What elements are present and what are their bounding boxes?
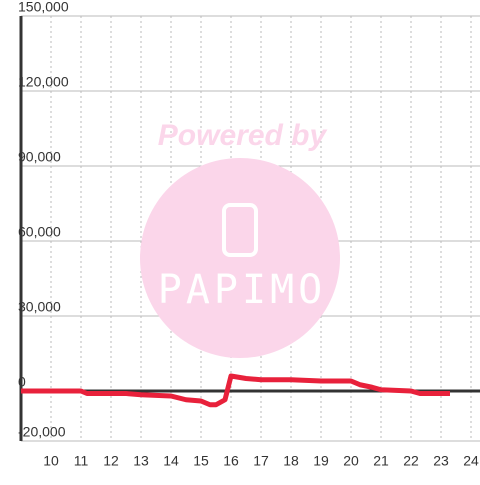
- x-tick-label: 12: [103, 453, 119, 469]
- x-tick-label: 18: [283, 453, 299, 469]
- x-tick-label: 13: [133, 453, 149, 469]
- x-tick-label: 19: [313, 453, 329, 469]
- data-line: [21, 373, 450, 408]
- grid: [21, 15, 480, 442]
- y-tick-label: 90,000: [18, 149, 61, 165]
- watermark-logo: PAPIMO: [158, 267, 327, 313]
- x-tick-label: 16: [223, 453, 239, 469]
- y-tick-label: 30,000: [18, 299, 61, 315]
- y-tick-label: 60,000: [18, 224, 61, 240]
- y-tick-label: 150,000: [18, 0, 69, 15]
- watermark-icon: [222, 203, 258, 257]
- watermark: Powered by PAPIMO: [140, 119, 340, 358]
- x-tick-label: 17: [253, 453, 269, 469]
- watermark-circle: [140, 158, 340, 358]
- watermark-caption: Powered by: [158, 119, 328, 152]
- y-tick-label: -20,000: [18, 424, 66, 440]
- x-tick-label: 24: [463, 453, 479, 469]
- x-tick-label: 20: [343, 453, 359, 469]
- x-tick-label: 21: [373, 453, 389, 469]
- x-tick-label: 14: [163, 453, 179, 469]
- plot: -20,000030,00060,00090,000120,000150,000…: [18, 0, 480, 469]
- x-tick-label: 22: [403, 453, 419, 469]
- x-tick-label: 15: [193, 453, 209, 469]
- y-tick-label: 120,000: [18, 74, 69, 90]
- x-tick-label: 10: [43, 453, 59, 469]
- x-tick-label: 23: [433, 453, 449, 469]
- x-tick-label: 11: [74, 453, 89, 469]
